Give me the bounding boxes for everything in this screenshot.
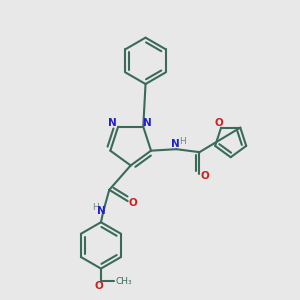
Text: N: N [108, 118, 117, 128]
Text: N: N [143, 118, 152, 128]
Text: CH₃: CH₃ [116, 277, 132, 286]
Text: O: O [128, 198, 137, 208]
Text: O: O [200, 171, 209, 181]
Text: N: N [171, 139, 180, 149]
Text: H: H [92, 203, 99, 212]
Text: H: H [179, 137, 186, 146]
Text: N: N [97, 206, 105, 216]
Text: O: O [95, 281, 103, 291]
Text: O: O [214, 118, 223, 128]
